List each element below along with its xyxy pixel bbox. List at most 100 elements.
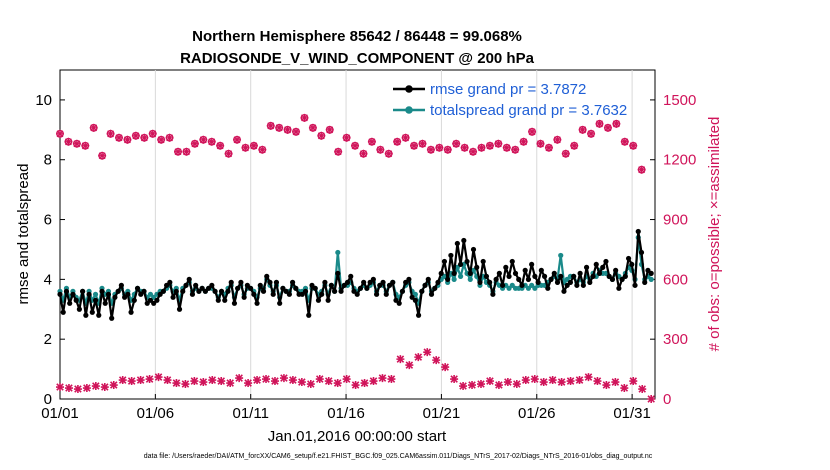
totalspread-point — [457, 273, 464, 279]
obs-possible-star — [334, 147, 343, 156]
obs-possible-point — [283, 125, 292, 134]
rmse-point — [67, 300, 73, 306]
totalspread-point — [92, 291, 99, 297]
rmse-point — [509, 258, 515, 265]
obs-possible-star — [620, 137, 629, 146]
obs-possible-series — [56, 113, 646, 174]
x-tick-label: 01/21 — [423, 405, 461, 422]
y-axis-label: rmse and totalspread — [15, 164, 32, 305]
obs-assimilated-point — [405, 361, 414, 370]
obs-possible-star — [249, 141, 258, 150]
totalspread-point — [467, 276, 473, 282]
rmse-point — [567, 279, 574, 285]
obs-possible-point — [637, 165, 646, 174]
obs-possible-star — [56, 129, 64, 138]
y2-tick-label: 900 — [663, 212, 688, 229]
obs-possible-star — [72, 139, 81, 148]
rmse-point — [583, 264, 590, 270]
obs-possible-star — [148, 129, 157, 138]
obs-possible-point — [502, 143, 511, 152]
rmse-point — [364, 285, 370, 291]
obs-possible-star — [115, 133, 124, 142]
rmse-point — [89, 309, 95, 315]
rmse-point — [532, 273, 538, 279]
rmse-point — [445, 276, 451, 282]
obs-possible-star — [233, 135, 242, 144]
obs-possible-point — [64, 137, 73, 146]
rmse-point — [306, 312, 312, 318]
rmse-point — [561, 288, 567, 294]
obs-possible-star — [418, 139, 427, 148]
rmse-point — [154, 297, 160, 303]
rmse-point — [448, 252, 454, 259]
rmse-point — [435, 279, 441, 285]
obs-possible-point — [199, 135, 208, 144]
rmse-point — [302, 288, 309, 294]
obs-possible-point — [519, 137, 528, 146]
rmse-point — [428, 291, 435, 297]
rmse-point — [73, 297, 79, 303]
obs-assimilated-point — [181, 380, 190, 389]
rmse-point — [248, 285, 254, 291]
obs-possible-star — [587, 129, 596, 138]
y2-tick-label: 0 — [663, 391, 671, 408]
obs-assimilated-point — [647, 395, 656, 403]
obs-possible-star — [570, 141, 579, 150]
obs-possible-point — [325, 125, 334, 134]
rmse-point — [251, 291, 257, 297]
obs-possible-point — [258, 145, 267, 154]
obs-assimilated-point — [253, 376, 262, 385]
rmse-point — [109, 315, 115, 321]
rmse-point — [86, 291, 92, 297]
obs-possible-point — [460, 143, 469, 152]
obs-assimilated-point — [521, 376, 530, 385]
obs-possible-star — [544, 143, 553, 152]
rmse-point — [180, 288, 186, 294]
rmse-point — [260, 288, 267, 294]
rmse-point — [438, 270, 444, 276]
obs-possible-point — [342, 133, 351, 142]
obs-possible-point — [123, 135, 132, 144]
obs-assimilated-point — [638, 385, 647, 394]
obs-possible-star — [258, 145, 267, 154]
obs-possible-point — [72, 139, 81, 148]
rmse-point — [293, 285, 299, 291]
obs-possible-star — [629, 141, 638, 150]
obs-possible-point — [595, 119, 604, 128]
rmse-point — [516, 276, 522, 282]
obs-possible-point — [275, 123, 284, 132]
totalspread-point — [648, 276, 654, 282]
obs-assimilated-point — [476, 380, 485, 389]
obs-assimilated-point — [629, 377, 638, 386]
obs-assimilated-point — [369, 377, 378, 386]
obs-possible-star — [275, 123, 284, 132]
obs-assimilated-point — [566, 377, 575, 386]
obs-possible-point — [249, 141, 258, 150]
rmse-point — [457, 261, 464, 268]
obs-possible-star — [190, 139, 199, 148]
obs-possible-star — [317, 131, 326, 140]
obs-assimilated-point — [360, 379, 369, 388]
rmse-point — [525, 276, 532, 282]
obs-possible-point — [578, 125, 587, 134]
obs-assimilated-point — [530, 375, 539, 384]
obs-possible-star — [595, 119, 604, 128]
rmse-point — [548, 276, 554, 282]
obs-assimilated-point — [503, 378, 512, 387]
rmse-point — [587, 279, 593, 285]
obs-possible-point — [308, 123, 317, 132]
legend-spread-marker — [405, 106, 413, 114]
obs-possible-star — [519, 137, 528, 146]
obs-possible-point — [477, 143, 486, 152]
x-tick-label: 01/16 — [327, 405, 365, 422]
obs-possible-point — [376, 145, 385, 154]
totalspread-point — [451, 276, 457, 282]
rmse-point — [380, 279, 386, 285]
obs-possible-point — [536, 139, 545, 148]
obs-possible-star — [292, 127, 301, 136]
obs-assimilated-point — [432, 356, 441, 365]
rmse-point — [315, 297, 322, 303]
x-tick-label: 01/26 — [518, 405, 556, 422]
x-tick-label: 01/06 — [137, 405, 175, 422]
